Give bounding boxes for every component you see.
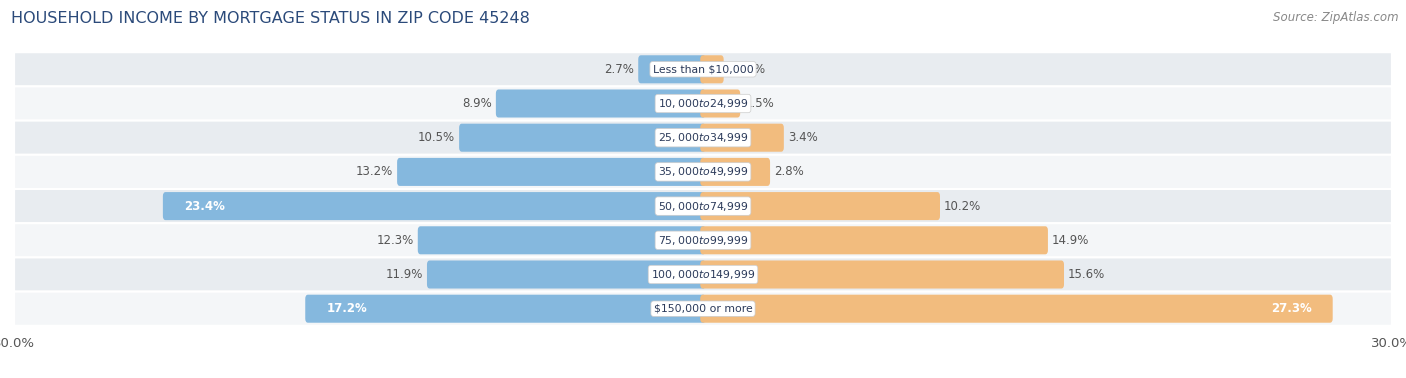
Text: 13.2%: 13.2% — [356, 166, 392, 178]
FancyBboxPatch shape — [460, 124, 706, 152]
FancyBboxPatch shape — [427, 260, 706, 288]
Text: $150,000 or more: $150,000 or more — [654, 304, 752, 314]
FancyBboxPatch shape — [700, 295, 1333, 323]
FancyBboxPatch shape — [700, 55, 724, 83]
Text: $35,000 to $49,999: $35,000 to $49,999 — [658, 166, 748, 178]
Text: 11.9%: 11.9% — [385, 268, 423, 281]
FancyBboxPatch shape — [496, 90, 706, 118]
Text: 12.3%: 12.3% — [377, 234, 413, 247]
Text: $75,000 to $99,999: $75,000 to $99,999 — [658, 234, 748, 247]
Text: Less than $10,000: Less than $10,000 — [652, 64, 754, 74]
Text: 2.7%: 2.7% — [605, 63, 634, 76]
FancyBboxPatch shape — [14, 52, 1392, 87]
FancyBboxPatch shape — [700, 90, 740, 118]
Legend: Without Mortgage, With Mortgage: Without Mortgage, With Mortgage — [555, 374, 851, 378]
Text: 10.2%: 10.2% — [945, 200, 981, 212]
Text: 3.4%: 3.4% — [787, 131, 818, 144]
FancyBboxPatch shape — [418, 226, 706, 254]
FancyBboxPatch shape — [14, 223, 1392, 257]
FancyBboxPatch shape — [14, 189, 1392, 223]
Text: $50,000 to $74,999: $50,000 to $74,999 — [658, 200, 748, 212]
Text: Source: ZipAtlas.com: Source: ZipAtlas.com — [1274, 11, 1399, 24]
FancyBboxPatch shape — [14, 121, 1392, 155]
Text: 2.8%: 2.8% — [775, 166, 804, 178]
Text: 1.5%: 1.5% — [744, 97, 775, 110]
FancyBboxPatch shape — [14, 291, 1392, 326]
FancyBboxPatch shape — [700, 226, 1047, 254]
Text: HOUSEHOLD INCOME BY MORTGAGE STATUS IN ZIP CODE 45248: HOUSEHOLD INCOME BY MORTGAGE STATUS IN Z… — [11, 11, 530, 26]
Text: 17.2%: 17.2% — [326, 302, 367, 315]
Text: 10.5%: 10.5% — [418, 131, 456, 144]
FancyBboxPatch shape — [638, 55, 706, 83]
Text: $25,000 to $34,999: $25,000 to $34,999 — [658, 131, 748, 144]
Text: 27.3%: 27.3% — [1271, 302, 1312, 315]
FancyBboxPatch shape — [700, 124, 783, 152]
Text: 15.6%: 15.6% — [1069, 268, 1105, 281]
Text: 8.9%: 8.9% — [463, 97, 492, 110]
FancyBboxPatch shape — [163, 192, 706, 220]
FancyBboxPatch shape — [14, 87, 1392, 121]
Text: $10,000 to $24,999: $10,000 to $24,999 — [658, 97, 748, 110]
Text: 14.9%: 14.9% — [1052, 234, 1090, 247]
FancyBboxPatch shape — [14, 257, 1392, 291]
FancyBboxPatch shape — [14, 155, 1392, 189]
FancyBboxPatch shape — [396, 158, 706, 186]
FancyBboxPatch shape — [305, 295, 706, 323]
Text: 0.78%: 0.78% — [728, 63, 765, 76]
Text: $100,000 to $149,999: $100,000 to $149,999 — [651, 268, 755, 281]
FancyBboxPatch shape — [700, 192, 941, 220]
FancyBboxPatch shape — [700, 158, 770, 186]
Text: 23.4%: 23.4% — [184, 200, 225, 212]
FancyBboxPatch shape — [700, 260, 1064, 288]
